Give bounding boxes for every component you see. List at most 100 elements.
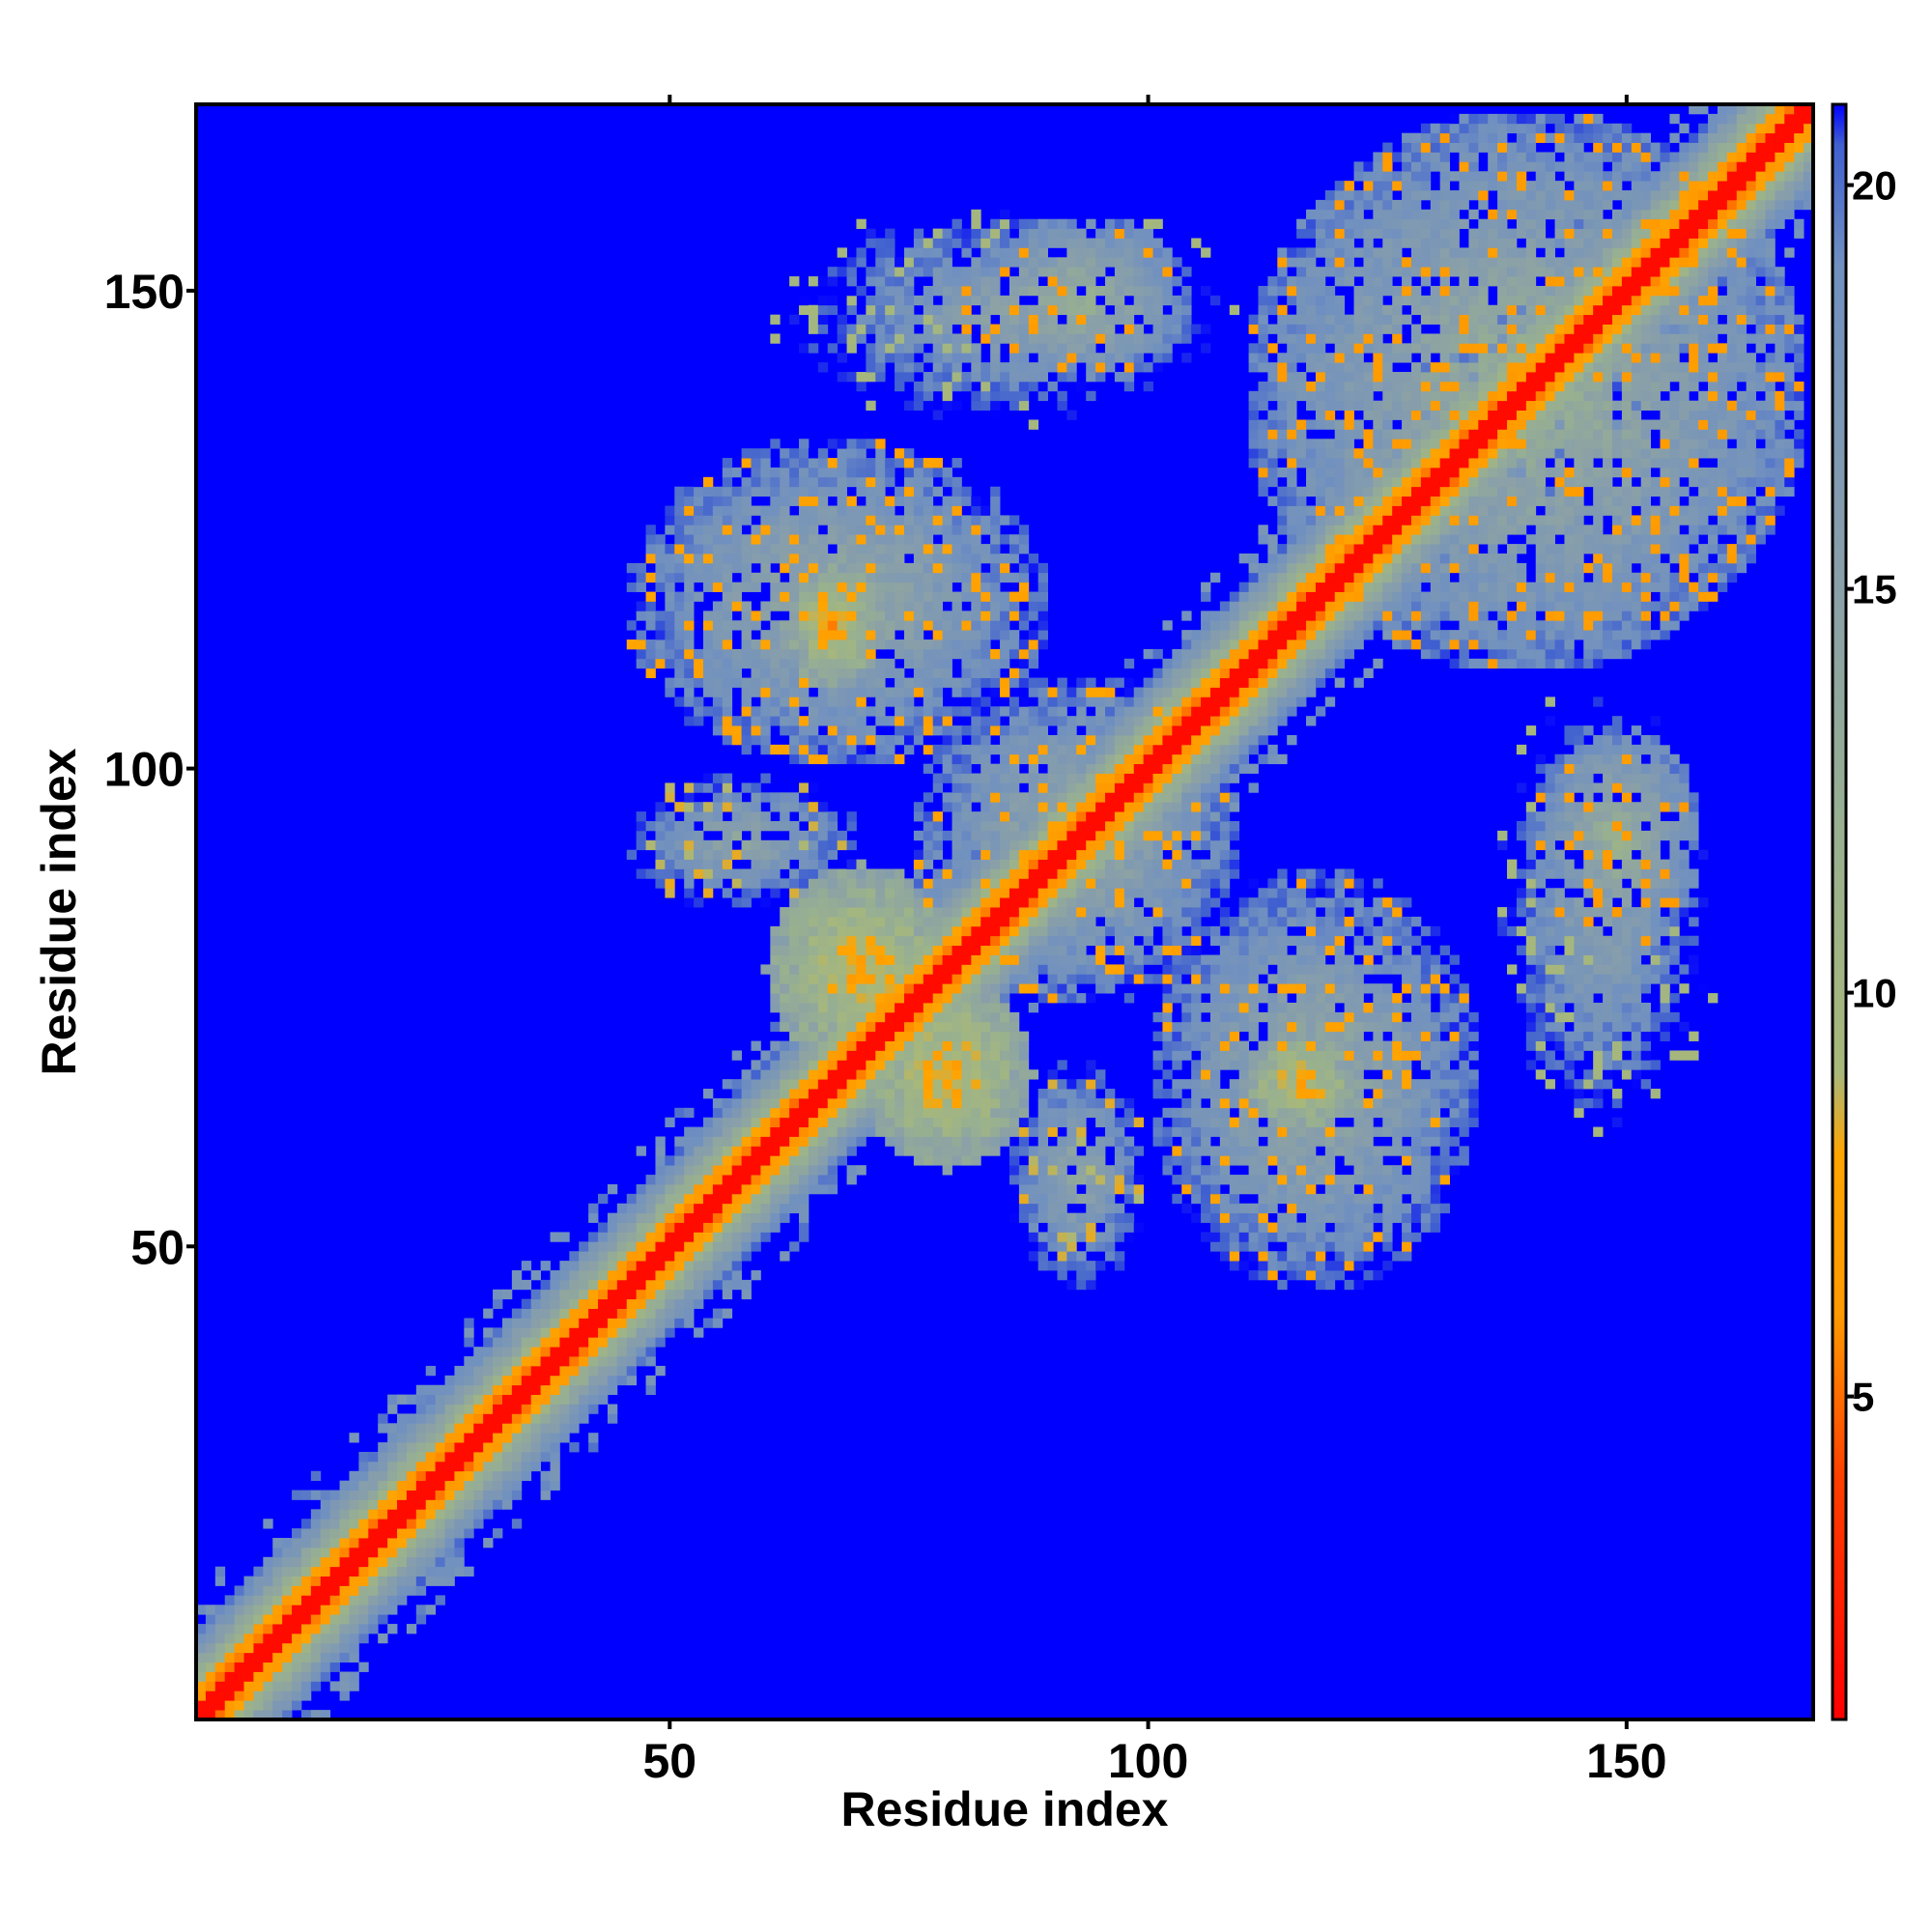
heatmap-cell [875,353,886,363]
heatmap-cell [1172,1021,1182,1033]
heatmap-cell [243,1690,254,1701]
heatmap-cell [588,1347,599,1357]
heatmap-cell [942,1040,952,1051]
heatmap-cell [971,935,981,947]
heatmap-cell [1162,1021,1173,1033]
heatmap-cell [1037,228,1048,239]
heatmap-cell [827,1155,838,1166]
heatmap-cell [645,821,656,832]
heatmap-cell [903,888,915,898]
heatmap-cell [817,611,829,621]
heatmap-cell [329,1605,340,1615]
heatmap-cell [645,611,656,621]
heatmap-cell [1018,304,1030,316]
heatmap-cell [1076,1270,1087,1281]
heatmap-cell [425,1433,437,1443]
heatmap-cell [741,1165,752,1176]
heatmap-cell [971,888,981,898]
heatmap-cell [1037,285,1048,297]
heatmap-cell [856,1021,867,1033]
heatmap-cell [196,1671,207,1682]
heatmap-cell [1095,333,1106,344]
heatmap-cell [272,1671,283,1682]
heatmap-cell [300,1585,312,1596]
heatmap-cell [731,677,743,688]
heatmap-cell [903,285,915,297]
heatmap-cell [866,362,876,373]
heatmap-cell [702,515,714,526]
heatmap-cell [808,343,819,354]
heatmap-cell [636,1251,646,1262]
heatmap-cell [1066,1089,1077,1099]
heatmap-cell [990,1021,1001,1033]
heatmap-cell [1201,753,1211,765]
heatmap-cell [770,1040,781,1051]
heatmap-cell [378,1566,388,1577]
heatmap-cell [694,591,704,602]
heatmap-cell [760,1203,771,1214]
heatmap-cell [780,1175,790,1185]
heatmap-cell [866,753,876,765]
heatmap-cell [1018,1031,1030,1041]
heatmap-cell [1143,868,1153,879]
heatmap-cell [1181,1165,1192,1176]
heatmap-cell [1047,916,1058,927]
heatmap-cell [1105,725,1116,736]
heatmap-cell [1086,1241,1096,1252]
heatmap-cell [435,1499,445,1510]
heatmap-cell [1009,1165,1020,1176]
heatmap-cell [310,1576,322,1586]
heatmap-cell [913,591,924,602]
heatmap-cell [626,1375,638,1386]
heatmap-cell [1086,954,1096,965]
heatmap-cell [1172,849,1182,860]
heatmap-cell [789,734,800,746]
heatmap-cell [674,601,685,611]
heatmap-cell [1191,744,1202,755]
heatmap-cell [799,734,810,746]
heatmap-cell [770,1021,781,1033]
heatmap-cell [1000,830,1010,841]
heatmap-cell [856,525,867,535]
heatmap-cell [808,324,819,334]
heatmap-cell [1076,811,1087,822]
heatmap-cell [980,983,991,994]
heatmap-cell [971,544,981,554]
heatmap-cell [454,1461,465,1472]
heatmap-cell [1000,897,1010,908]
heatmap-cell [1114,925,1125,937]
heatmap-cell [694,1183,704,1195]
heatmap-cell [464,1318,474,1328]
heatmap-cell [770,486,781,497]
heatmap-cell [932,1126,944,1137]
heatmap-cell [1133,1222,1145,1233]
heatmap-cell [1028,811,1039,822]
heatmap-cell [932,525,944,535]
heatmap-cell [1162,753,1173,765]
heatmap-cell [808,954,819,965]
heatmap-cell [607,1384,618,1396]
heatmap-cell [712,868,724,879]
heatmap-cell [473,1413,484,1424]
heatmap-cell [827,725,838,736]
heatmap-cell [808,1040,819,1051]
heatmap-cell [971,1021,981,1033]
heatmap-cell [875,1079,886,1090]
heatmap-cell [980,1136,991,1147]
heatmap-cell [464,1365,474,1377]
heatmap-cell [665,1165,675,1176]
heatmap-cell [932,1155,944,1166]
heatmap-cell [952,888,962,898]
heatmap-cell [990,925,1001,937]
heatmap-cell [1105,744,1116,755]
heatmap-cell [770,439,781,449]
heatmap-cell [712,725,724,736]
heatmap-cell [1009,1040,1020,1051]
heatmap-cell [1076,247,1087,258]
heatmap-cell [1066,218,1077,230]
heatmap-cell [932,687,944,697]
heatmap-cell [827,467,838,478]
heatmap-cell [952,620,962,631]
heatmap-cell [588,1203,599,1214]
heatmap-cell [1057,333,1067,344]
